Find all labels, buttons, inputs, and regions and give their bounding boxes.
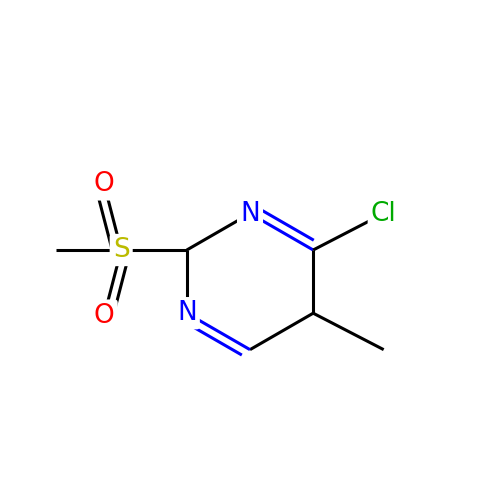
Text: N: N — [177, 300, 197, 326]
Text: O: O — [94, 172, 114, 198]
Text: N: N — [240, 200, 260, 226]
Text: O: O — [94, 302, 114, 328]
Text: Cl: Cl — [371, 200, 396, 226]
Text: S: S — [113, 237, 130, 263]
